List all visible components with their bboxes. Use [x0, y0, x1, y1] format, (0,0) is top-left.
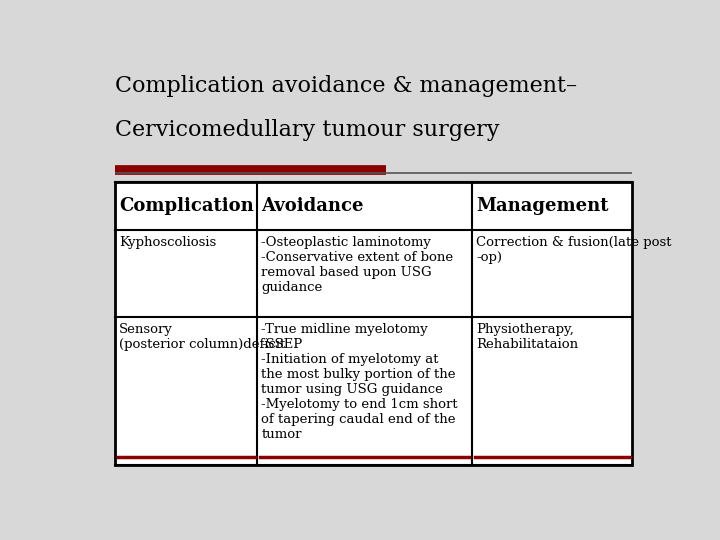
Text: -Osteoplastic laminotomy
-Conservative extent of bone
removal based upon USG
gui: -Osteoplastic laminotomy -Conservative e… [261, 236, 454, 294]
Bar [115, 182, 632, 465]
Text: Cervicomedullary tumour surgery: Cervicomedullary tumour surgery [115, 119, 500, 141]
Text: Kyphoscoliosis: Kyphoscoliosis [120, 236, 217, 249]
Text: Avoidance: Avoidance [261, 197, 364, 215]
Text: Management: Management [476, 197, 608, 215]
Text: Correction & fusion(late post
-op): Correction & fusion(late post -op) [476, 236, 672, 264]
Text: -True midline myelotomy
-SSEP
-Initiation of myelotomy at
the most bulky portion: -True midline myelotomy -SSEP -Initiatio… [261, 323, 458, 441]
Text: Complication avoidance & management–: Complication avoidance & management– [115, 75, 577, 97]
Text: Complication: Complication [120, 197, 254, 215]
Text: Sensory
(posterior column)deficit: Sensory (posterior column)deficit [120, 323, 286, 352]
Bar [115, 182, 632, 465]
Text: Physiotherapy,
Rehabilitataion: Physiotherapy, Rehabilitataion [476, 323, 578, 352]
